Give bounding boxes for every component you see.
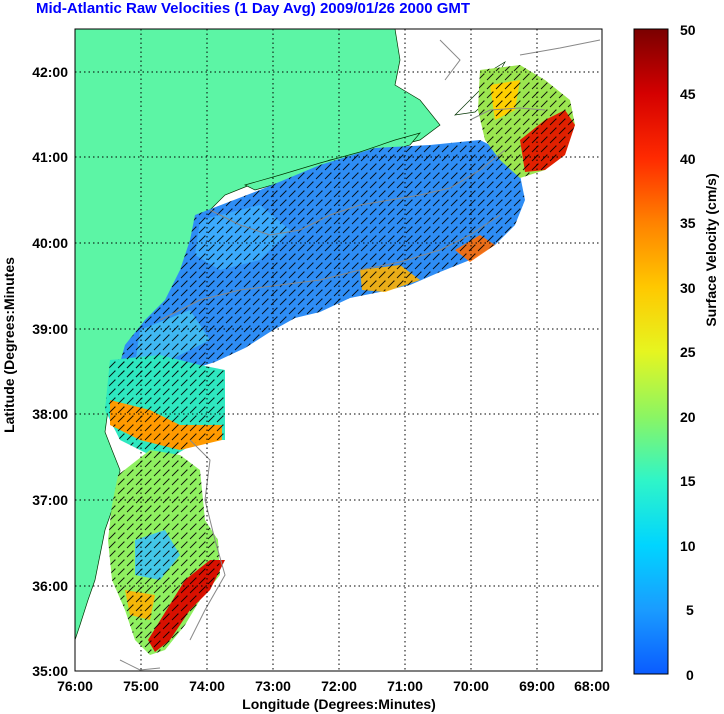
colorbar-tick-label: 45 <box>680 86 696 102</box>
y-tick-label: 42:00 <box>32 64 68 80</box>
y-axis: 42:00 41:00 40:00 39:00 38:00 37:00 36:0… <box>1 64 68 679</box>
y-tick-label: 40:00 <box>32 235 68 251</box>
x-tick-label: 73:00 <box>255 678 291 694</box>
y-axis-label: Latitude (Degrees:Minutes <box>1 257 17 433</box>
x-tick-label: 76:00 <box>57 678 93 694</box>
colorbar-label: Surface Velocity (cm/s) <box>703 173 719 326</box>
y-tick-label: 36:00 <box>32 578 68 594</box>
colorbar: 50 45 40 35 30 25 20 15 10 5 0 Surface V… <box>633 22 719 683</box>
x-tick-label: 70:00 <box>453 678 489 694</box>
colorbar-tick-label: 35 <box>680 215 696 231</box>
colorbar-tick-label: 20 <box>680 409 696 425</box>
x-tick-label: 75:00 <box>123 678 159 694</box>
plot-frame <box>74 28 603 672</box>
x-tick-label: 71:00 <box>387 678 423 694</box>
colorbar-tick-label: 25 <box>680 344 696 360</box>
map-title: Mid-Atlantic Raw Velocities (1 Day Avg) … <box>36 0 471 17</box>
colorbar-tick-label: 0 <box>686 667 694 683</box>
y-tick-label: 35:00 <box>32 663 68 679</box>
colorbar-tick-label: 40 <box>680 151 696 167</box>
colorbar-gradient <box>633 28 669 675</box>
x-axis-label: Longitude (Degrees:Minutes) <box>242 696 436 712</box>
colorbar-tick-label: 30 <box>680 280 696 296</box>
bathymetry-contours <box>119 39 601 671</box>
colorbar-tick-label: 5 <box>686 602 694 618</box>
x-tick-label: 68:00 <box>574 678 610 694</box>
colorbar-tick-label: 50 <box>680 22 696 38</box>
y-tick-label: 38:00 <box>32 406 68 422</box>
x-axis: 76:00 75:00 74:00 73:00 72:00 71:00 70:0… <box>57 678 610 712</box>
x-tick-label: 74:00 <box>189 678 225 694</box>
x-tick-label: 69:00 <box>519 678 555 694</box>
y-tick-label: 37:00 <box>32 492 68 508</box>
colorbar-tick-label: 10 <box>680 538 696 554</box>
y-tick-label: 39:00 <box>32 321 68 337</box>
velocity-vectors <box>105 65 575 655</box>
y-tick-label: 41:00 <box>32 149 68 165</box>
x-tick-label: 72:00 <box>321 678 357 694</box>
colorbar-tick-label: 15 <box>680 473 696 489</box>
